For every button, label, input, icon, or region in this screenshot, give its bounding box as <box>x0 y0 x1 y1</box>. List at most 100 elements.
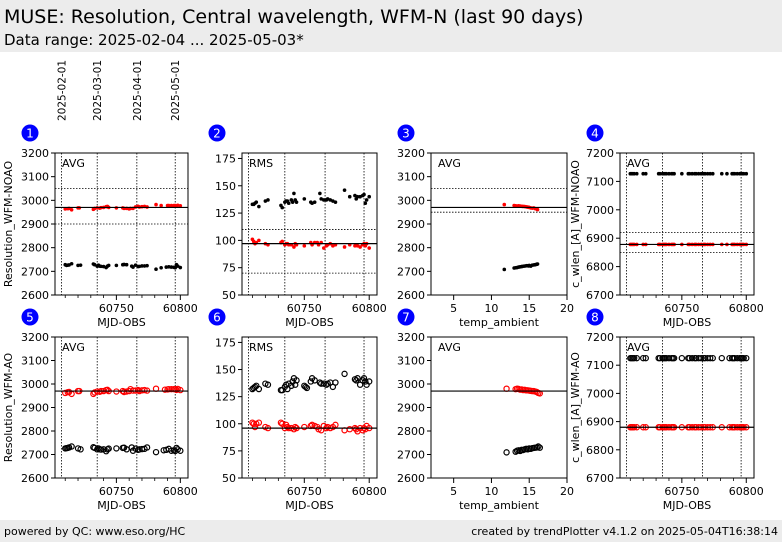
data-point-black <box>690 171 694 176</box>
x-tick-label: 60750 <box>664 302 699 315</box>
y-axis-label: c_wlen_[A]_WFM-NOAO <box>569 160 582 288</box>
y-tick-label: 75 <box>222 445 236 458</box>
y-tick-label: 3100 <box>21 355 49 368</box>
y-tick-label: 6800 <box>586 261 614 274</box>
x-tick-label: 60800 <box>729 302 764 315</box>
y-tick-label: 6900 <box>586 416 614 429</box>
x-tick-label: 60750 <box>287 302 322 315</box>
panel-annotation: RMS <box>249 341 273 354</box>
chart-panel-4: 4 AVG 6700 6800 6900 7000 7100 7200 60750 60800 MJ… <box>569 124 764 329</box>
panel-annotation: AVG <box>627 157 650 170</box>
data-point-black <box>159 265 163 270</box>
x-tick-label: 60750 <box>287 485 322 498</box>
data-point-black <box>303 384 311 392</box>
y-tick-label: 3100 <box>21 171 49 184</box>
x-axis-label: MJD-OBS <box>285 316 333 329</box>
x-tick-label: 5 <box>450 485 457 498</box>
data-range: Data range: 2025-02-04 ... 2025-05-03* <box>4 31 304 49</box>
panel-number-label: 6 <box>213 311 221 325</box>
y-tick-label: 2700 <box>397 449 425 462</box>
data-point-red <box>302 244 307 248</box>
panel-number-badge <box>21 124 39 142</box>
panel-number-label: 7 <box>402 311 410 325</box>
data-point-black <box>709 354 716 362</box>
data-point-black <box>321 198 326 202</box>
data-point-black <box>266 198 270 202</box>
data-point-black <box>639 354 647 362</box>
chart-panel-1: 1 AVG 2600 2700 2800 2900 3000 3100 3200 60750 608… <box>2 60 198 329</box>
y-tick-label: 6900 <box>586 232 614 245</box>
x-tick-label: 5 <box>450 302 457 315</box>
data-point-black <box>362 192 366 197</box>
y-tick-label: 7100 <box>586 175 614 188</box>
report-footer: powered by QC: www.eso.org/HC created by… <box>0 520 782 542</box>
data-point-red <box>321 246 326 250</box>
x-axis-label: MJD-OBS <box>663 499 711 512</box>
data-point-black <box>307 378 314 385</box>
x-axis-label: temp_ambient <box>459 316 540 329</box>
y-tick-label: 2700 <box>21 449 49 462</box>
data-point-red <box>169 203 174 208</box>
y-tick-label: 2600 <box>397 289 425 302</box>
data-point-black <box>364 198 369 202</box>
data-point-black <box>535 262 540 266</box>
y-axis-label: Resolution_WFM-NOAO <box>2 160 15 287</box>
date-tick-label: 2025-04-01 <box>132 60 144 121</box>
x-axis-label: MJD-OBS <box>285 499 333 512</box>
data-point-black <box>114 263 119 268</box>
y-axis-label: c_wlen_[A]_WFM-AO <box>569 352 582 463</box>
data-point-red <box>284 423 291 431</box>
date-tick-label: 2025-03-01 <box>92 60 104 121</box>
panel-number-badge <box>208 124 226 142</box>
data-point-black <box>366 378 373 385</box>
y-tick-label: 7000 <box>586 387 614 400</box>
data-point-black <box>630 354 638 362</box>
panel-annotation: RMS <box>249 157 273 170</box>
y-tick-label: 3100 <box>397 355 425 368</box>
data-point-black <box>632 171 636 176</box>
y-tick-label: 100 <box>215 234 236 247</box>
x-tick-label: 60800 <box>352 302 387 315</box>
y-tick-label: 150 <box>215 180 236 193</box>
data-point-black <box>705 171 710 176</box>
data-point-black <box>354 375 361 382</box>
y-tick-label: 2900 <box>21 218 49 231</box>
chart-panel-7: 7 AVG 2600 2700 2800 2900 3000 3100 3200 5 10 15 20 t… <box>397 308 574 512</box>
data-point-red <box>301 423 308 431</box>
x-tick-label: 20 <box>560 302 574 315</box>
data-point-black <box>360 375 368 382</box>
data-point-black <box>77 446 84 453</box>
chart-panel-2: 2 RMS 50 75 100 125 150 175 60750 60800 MJD-OBS <box>208 124 387 329</box>
data-point-red <box>154 202 158 207</box>
data-point-black <box>68 443 75 450</box>
created-by-text: created by trendPlotter v4.1.2 on 2025-0… <box>471 525 778 538</box>
data-point-red <box>367 246 372 250</box>
y-tick-label: 2800 <box>397 242 425 255</box>
data-point-black <box>255 385 263 393</box>
data-point-black <box>642 354 649 362</box>
data-point-black <box>355 194 360 199</box>
y-tick-label: 7200 <box>586 331 614 344</box>
data-point-black <box>154 267 158 272</box>
data-point-black <box>667 171 671 176</box>
y-tick-label: 2800 <box>21 425 49 438</box>
x-tick-label: 60750 <box>99 302 134 315</box>
y-axis-label: Resolution_WFM-AO <box>2 352 15 462</box>
data-point-black <box>286 201 291 206</box>
x-tick-label: 10 <box>484 302 498 315</box>
data-point-black <box>664 171 669 176</box>
data-point-red <box>292 423 299 431</box>
x-tick-label: 60750 <box>664 485 699 498</box>
data-point-black <box>318 191 322 196</box>
powered-by-link[interactable]: powered by QC: www.eso.org/HC <box>4 525 186 538</box>
data-point-black <box>643 171 648 176</box>
data-point-red <box>358 245 362 249</box>
data-point-black <box>743 354 750 362</box>
data-point-red <box>535 207 540 212</box>
data-point-black <box>347 194 352 199</box>
data-point-black <box>168 447 175 454</box>
y-tick-label: 2600 <box>21 472 49 485</box>
data-point-black <box>290 200 295 204</box>
data-point-black <box>670 354 678 362</box>
data-point-black <box>680 171 684 176</box>
